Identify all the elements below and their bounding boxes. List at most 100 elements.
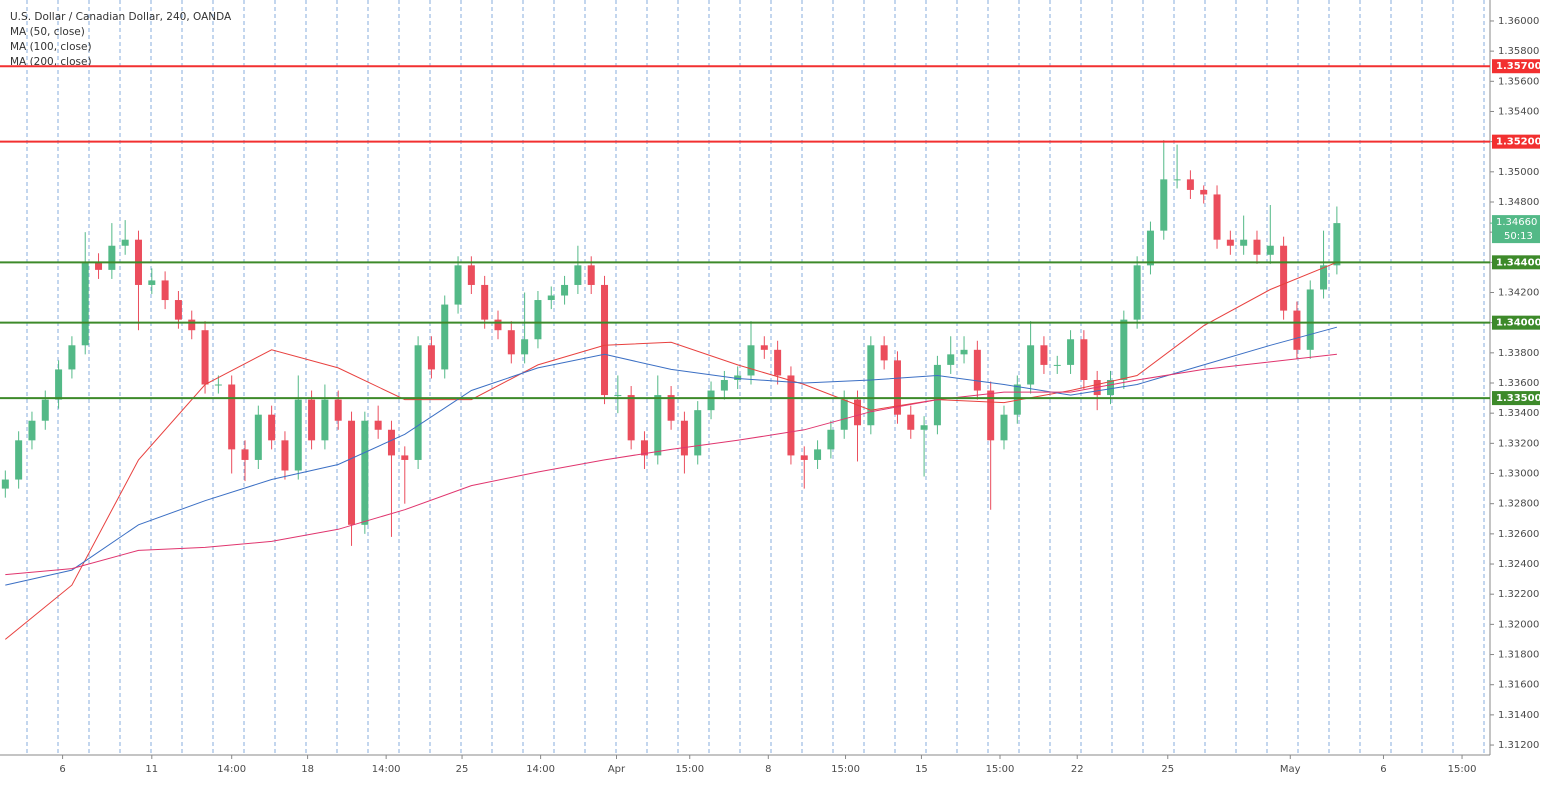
candle-body: [41, 399, 49, 421]
candle-body: [214, 384, 222, 386]
candle-body: [774, 349, 782, 376]
candle-body: [241, 449, 249, 460]
x-tick-label: 15:00: [675, 764, 704, 775]
x-tick-label: 22: [1071, 764, 1084, 775]
candle-body: [814, 449, 822, 460]
x-tick-label: Apr: [608, 764, 626, 775]
x-tick-label: 18: [301, 764, 314, 775]
x-tick-label: 15:00: [1448, 764, 1477, 775]
countdown: 50:13: [1504, 231, 1533, 242]
x-tick-label: 6: [59, 764, 65, 775]
candle-body: [680, 420, 688, 456]
candle-body: [1200, 189, 1208, 195]
candle-body: [787, 375, 795, 456]
candle-body: [973, 349, 981, 391]
level-label: 1.34400: [1496, 257, 1542, 268]
level-label: 1.33500: [1496, 393, 1542, 404]
ma-line: [4, 261, 1338, 640]
candle-body: [268, 414, 276, 441]
candle-body: [254, 414, 262, 460]
level-label: 1.35200: [1496, 137, 1542, 148]
y-tick-label: 1.33600: [1498, 378, 1539, 389]
candle-body: [481, 284, 489, 320]
candle-body: [108, 245, 116, 270]
candle-body: [854, 399, 862, 426]
y-tick-label: 1.32000: [1498, 619, 1539, 630]
candle-body: [1040, 345, 1048, 365]
candle-body: [1160, 179, 1168, 231]
level-label-box: [1492, 391, 1540, 406]
level-label-box: [1492, 255, 1540, 270]
candle-body: [1186, 179, 1194, 190]
y-tick-label: 1.33000: [1498, 469, 1539, 480]
candle-body: [1, 479, 9, 489]
candle-body: [81, 262, 89, 346]
candle-body: [720, 379, 728, 391]
candle-body: [907, 414, 915, 430]
candle-body: [374, 420, 382, 430]
y-tick-label: 1.33400: [1498, 408, 1539, 419]
candle-body: [893, 360, 901, 415]
candle-body: [587, 265, 595, 285]
candle-body: [760, 345, 768, 350]
last-price-label: 1.34660: [1496, 217, 1537, 228]
y-tick-label: 1.35400: [1498, 106, 1539, 117]
x-tick-label: 14:00: [372, 764, 401, 775]
candle-body: [201, 330, 209, 385]
candle-body: [640, 440, 648, 456]
legend-entry: MA (100, close): [10, 41, 92, 53]
y-tick-label: 1.32400: [1498, 559, 1539, 570]
candle-body: [1333, 223, 1341, 266]
candle-body: [707, 390, 715, 411]
y-tick-label: 1.31800: [1498, 650, 1539, 661]
candle-body: [561, 284, 569, 296]
candle-body: [321, 399, 329, 441]
candle-body: [1173, 179, 1181, 181]
candle-body: [228, 384, 236, 450]
candle-body: [960, 349, 968, 355]
level-label: 1.34000: [1496, 318, 1542, 329]
candle-body: [441, 304, 449, 370]
candle-body: [947, 354, 955, 365]
x-tick-label: 6: [1380, 764, 1386, 775]
y-tick-label: 1.33800: [1498, 348, 1539, 359]
candle-body: [867, 345, 875, 426]
candle-body: [1080, 339, 1088, 380]
candle-body: [1320, 265, 1328, 290]
legend-entry: MA (200, close): [10, 56, 92, 68]
candle-body: [614, 395, 622, 397]
y-tick-label: 1.36000: [1498, 16, 1539, 27]
candle-body: [454, 265, 462, 305]
candle-body: [880, 345, 888, 361]
candle-body: [1240, 239, 1248, 246]
candle-body: [188, 319, 196, 331]
ma-line: [5, 353, 1337, 576]
candle-body: [281, 440, 289, 471]
y-tick-label: 1.32800: [1498, 499, 1539, 510]
candle-body: [1013, 384, 1021, 415]
y-tick-label: 1.33200: [1498, 438, 1539, 449]
candle-body: [148, 280, 156, 285]
candle-body: [294, 399, 302, 471]
y-tick-label: 1.34800: [1498, 197, 1539, 208]
y-tick-label: 1.31400: [1498, 710, 1539, 721]
candle-body: [1213, 194, 1221, 240]
candle-body: [361, 420, 369, 525]
candle-body: [121, 239, 129, 246]
candle-body: [827, 429, 835, 450]
candle-body: [654, 395, 662, 456]
candle-body: [601, 284, 609, 396]
chart-title: U.S. Dollar / Canadian Dollar, 240, OAND…: [10, 11, 232, 23]
candle-body: [334, 399, 342, 421]
last-price-box: [1492, 215, 1540, 244]
level-label-box: [1492, 315, 1540, 330]
candle-body: [348, 420, 356, 525]
candle-body: [28, 420, 36, 441]
candle-body: [1107, 379, 1115, 396]
x-tick-label: 15:00: [831, 764, 860, 775]
candle-body: [467, 265, 475, 285]
candle-body: [534, 300, 542, 340]
candle-body: [1146, 230, 1154, 266]
candle-body: [1226, 239, 1234, 246]
